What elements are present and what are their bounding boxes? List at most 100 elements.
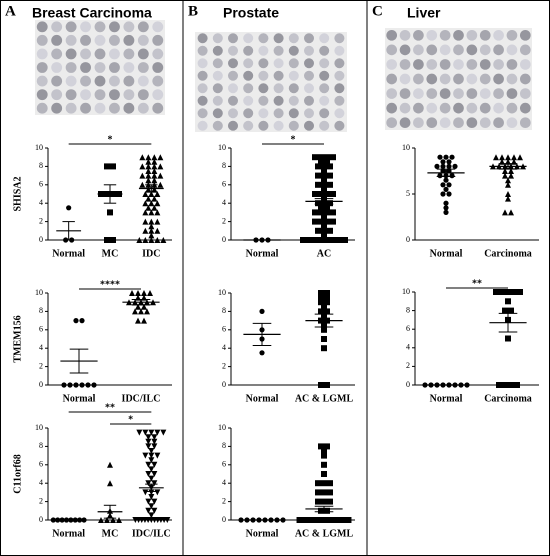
tissue-core (453, 73, 464, 85)
tissue-core (94, 48, 106, 60)
data-point (327, 172, 333, 179)
data-point (324, 294, 330, 301)
y-tick-label: 5 (406, 189, 410, 198)
data-point (142, 237, 149, 243)
y-tick-label: 4 (39, 478, 43, 487)
data-point (440, 159, 446, 165)
tissue-core (304, 33, 314, 44)
data-point (322, 517, 329, 523)
tissue-core (109, 21, 120, 33)
tissue-core (137, 21, 149, 33)
data-point (142, 489, 149, 496)
data-point (505, 335, 511, 342)
data-point (107, 209, 113, 216)
tissue-core (413, 88, 424, 99)
data-point (330, 191, 336, 197)
data-point (511, 154, 517, 161)
x-tick-label: Normal (246, 528, 279, 539)
tissue-core (212, 33, 223, 44)
data-point (136, 429, 143, 436)
data-point (151, 471, 158, 477)
tissue-core (243, 108, 254, 119)
y-tick-label: 2 (39, 496, 43, 505)
tissue-core (413, 29, 424, 41)
y-tick-label: 4 (406, 343, 410, 352)
tissue-core (304, 83, 314, 94)
tissue-core (519, 29, 531, 41)
column-title: Prostate (223, 5, 279, 21)
data-point (238, 517, 244, 523)
tissue-core (493, 73, 504, 85)
data-point (151, 177, 158, 184)
tissue-core (288, 95, 299, 106)
data-point (517, 289, 523, 295)
tissue-core (137, 62, 149, 73)
data-point (142, 227, 149, 234)
x-tick-label: Normal (430, 393, 463, 404)
tissue-core (273, 33, 284, 44)
tissue-core (123, 89, 135, 101)
data-point (342, 237, 348, 243)
y-tick-label: 0 (406, 380, 410, 389)
x-tick-label: Normal (430, 248, 463, 259)
tissue-core (51, 62, 63, 73)
tissue-core (493, 29, 504, 41)
y-tick-label: 8 (39, 441, 43, 450)
y-tick-label: 0 (406, 235, 410, 244)
data-point (505, 191, 511, 197)
tissue-core (243, 45, 254, 56)
tissue-core (334, 33, 345, 44)
data-point (499, 289, 505, 295)
y-tick-label: 2 (406, 361, 410, 370)
significance-label: * (291, 134, 296, 145)
tissue-core (399, 59, 411, 70)
y-axis-label: TMEM156 (12, 315, 23, 362)
data-point (91, 382, 97, 388)
data-point (336, 237, 342, 243)
data-point (164, 517, 171, 523)
y-axis-label: C11orf68 (12, 454, 23, 493)
tissue-core (65, 62, 77, 73)
data-point (110, 163, 116, 170)
tissue-core (258, 108, 269, 119)
tissue-core (123, 48, 135, 60)
data-point (145, 158, 152, 165)
data-point (514, 382, 520, 388)
tissue-core (36, 48, 48, 60)
y-tick-label: 2 (39, 361, 43, 370)
tissue-core (334, 83, 345, 94)
data-point (160, 237, 167, 243)
data-point (280, 517, 286, 523)
tissue-core (80, 62, 91, 73)
data-point (327, 181, 333, 188)
data-point (511, 289, 517, 295)
data-point (324, 204, 330, 211)
tissue-core (493, 59, 504, 70)
data-point (493, 289, 499, 295)
data-point (151, 168, 158, 174)
tissue-core (65, 89, 77, 101)
tissue-core (137, 34, 149, 46)
tissue-core (453, 29, 464, 41)
tissue-core (466, 29, 478, 41)
y-tick-label: 0 (39, 235, 43, 244)
tissue-core (426, 29, 438, 41)
data-point (318, 191, 324, 197)
data-point (321, 232, 327, 239)
data-point (148, 191, 155, 197)
data-point (327, 200, 333, 207)
y-tick-label: 8 (39, 161, 43, 170)
data-point (321, 452, 327, 459)
y-tick-label: 0 (222, 380, 226, 389)
data-point (505, 177, 511, 184)
tissue-core (288, 70, 299, 81)
data-point (315, 172, 321, 179)
tissue-core (51, 102, 63, 114)
tissue-core (288, 120, 299, 131)
y-tick-label: 10 (218, 423, 226, 432)
data-point (508, 209, 514, 216)
data-point (141, 290, 147, 296)
tissue-core (304, 120, 314, 131)
tissue-core (319, 70, 330, 81)
data-point (148, 429, 155, 436)
